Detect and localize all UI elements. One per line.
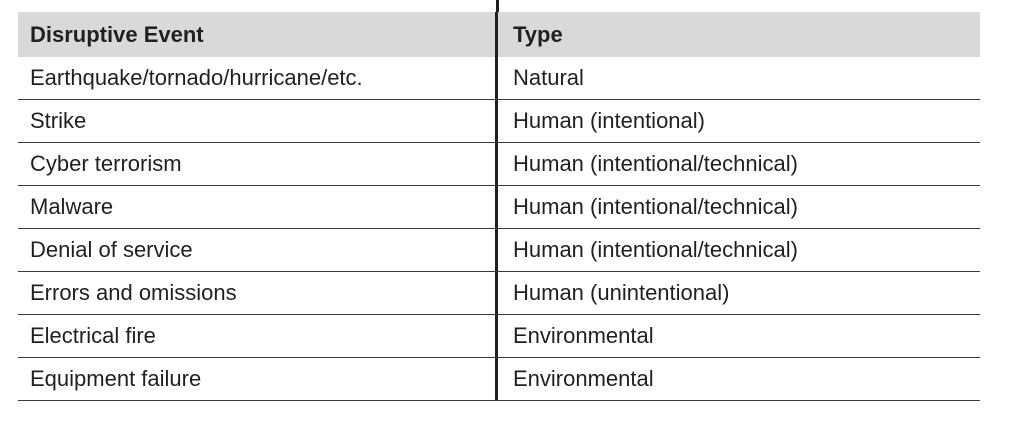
event-cell: Errors and omissions <box>18 272 498 314</box>
table-header-row: Disruptive Event Type <box>18 12 980 57</box>
type-cell: Human (intentional) <box>513 108 705 133</box>
type-cell: Human (intentional/technical) <box>513 151 798 176</box>
table-row: Malware Human (intentional/technical) <box>18 186 980 229</box>
event-cell: Cyber terrorism <box>18 143 498 185</box>
event-cell: Electrical fire <box>18 315 498 357</box>
table-row: Equipment failure Environmental <box>18 358 980 401</box>
type-cell: Environmental <box>513 366 654 391</box>
type-cell: Human (intentional/technical) <box>513 237 798 262</box>
table-row: Denial of service Human (intentional/tec… <box>18 229 980 272</box>
header-disruptive-event: Disruptive Event <box>18 12 498 57</box>
event-cell: Earthquake/tornado/hurricane/etc. <box>18 57 498 99</box>
table-row: Cyber terrorism Human (intentional/techn… <box>18 143 980 186</box>
disruptive-events-table: Disruptive Event Type Earthquake/tornado… <box>18 12 980 401</box>
type-cell: Human (unintentional) <box>513 280 730 305</box>
type-cell: Human (intentional/technical) <box>513 194 798 219</box>
table-row: Earthquake/tornado/hurricane/etc. Natura… <box>18 57 980 100</box>
header-type: Type <box>513 21 563 47</box>
event-cell: Denial of service <box>18 229 498 271</box>
event-cell: Equipment failure <box>18 358 498 400</box>
column-divider-top <box>496 0 499 12</box>
table-row: Strike Human (intentional) <box>18 100 980 143</box>
event-cell: Strike <box>18 100 498 142</box>
type-cell: Natural <box>513 65 584 90</box>
table-row: Errors and omissions Human (unintentiona… <box>18 272 980 315</box>
table-row: Electrical fire Environmental <box>18 315 980 358</box>
event-cell: Malware <box>18 186 498 228</box>
type-cell: Environmental <box>513 323 654 348</box>
